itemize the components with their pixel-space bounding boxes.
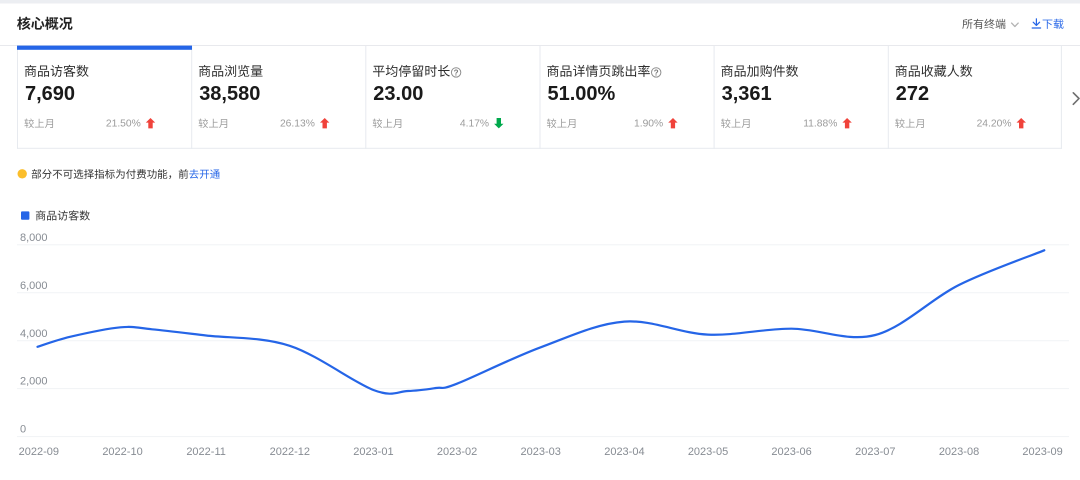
svg-text:2023-08: 2023-08: [939, 446, 979, 458]
svg-text:2023-01: 2023-01: [353, 446, 393, 458]
svg-text:8,000: 8,000: [20, 232, 48, 244]
svg-text:11.88%: 11.88%: [803, 118, 837, 129]
svg-text:2023-09: 2023-09: [1022, 446, 1062, 458]
svg-text:?: ?: [454, 68, 459, 77]
svg-text:2023-07: 2023-07: [855, 446, 895, 458]
svg-text:21.50%: 21.50%: [106, 118, 141, 129]
svg-text:2022-11: 2022-11: [186, 446, 226, 458]
svg-text:6,000: 6,000: [20, 280, 48, 292]
svg-text:?: ?: [654, 68, 659, 77]
svg-text:24.20%: 24.20%: [977, 118, 1012, 129]
svg-text:26.13%: 26.13%: [280, 118, 315, 129]
svg-text:51.00%: 51.00%: [548, 83, 616, 105]
svg-text:2022-12: 2022-12: [270, 446, 310, 458]
svg-text:0: 0: [20, 424, 26, 436]
svg-text:2023-04: 2023-04: [604, 446, 644, 458]
svg-text:2023-05: 2023-05: [688, 446, 728, 458]
svg-text:1.90%: 1.90%: [634, 118, 663, 129]
svg-text:4,000: 4,000: [20, 328, 48, 340]
svg-text:38,580: 38,580: [199, 83, 260, 105]
svg-text:2022-09: 2022-09: [19, 446, 59, 458]
svg-text:2022-10: 2022-10: [102, 446, 142, 458]
svg-text:2023-02: 2023-02: [437, 446, 477, 458]
svg-text:3,361: 3,361: [722, 83, 772, 105]
svg-text:2023-03: 2023-03: [521, 446, 561, 458]
svg-text:272: 272: [896, 83, 929, 105]
svg-text:23.00: 23.00: [373, 83, 423, 105]
svg-text:2,000: 2,000: [20, 376, 48, 388]
svg-text:2023-06: 2023-06: [771, 446, 811, 458]
svg-text:7,690: 7,690: [25, 83, 75, 105]
svg-text:4.17%: 4.17%: [460, 118, 489, 129]
